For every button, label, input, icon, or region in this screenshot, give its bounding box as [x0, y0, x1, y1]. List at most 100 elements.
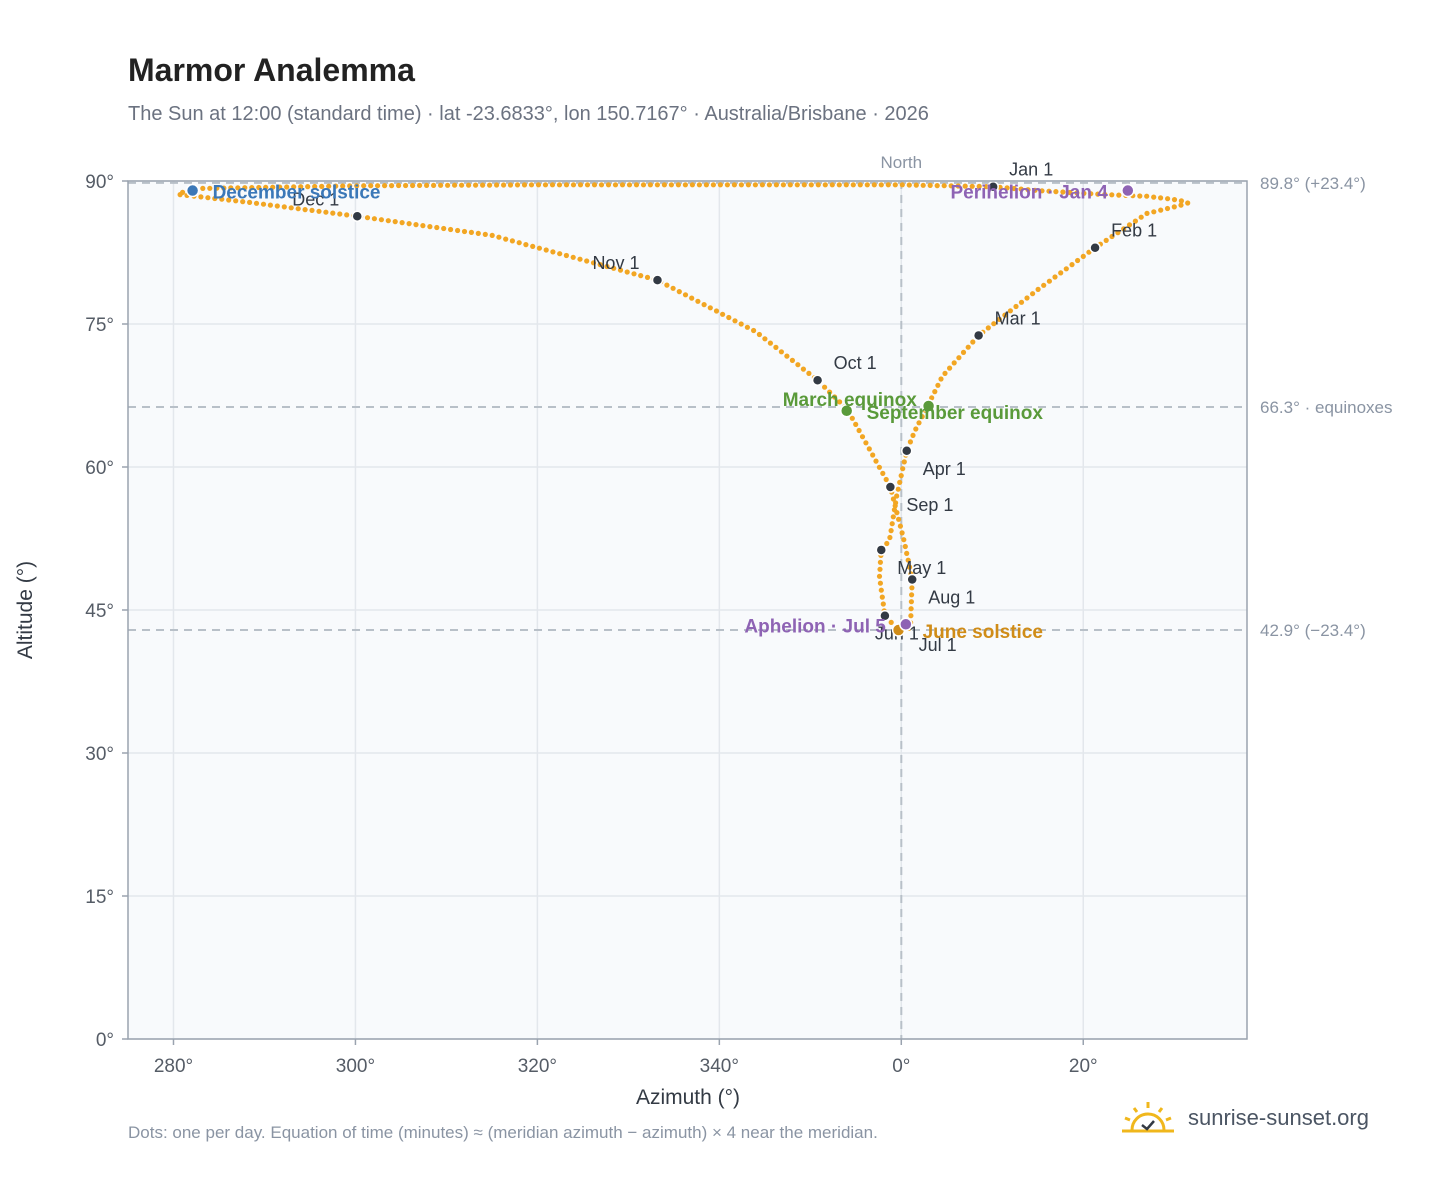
day-dot [1074, 190, 1080, 196]
x-axis-label: Azimuth (°) [636, 1086, 740, 1109]
day-dot [312, 183, 318, 190]
day-dot [619, 182, 626, 188]
day-dot [521, 182, 528, 188]
day-dot [1137, 193, 1143, 199]
day-dot [899, 530, 905, 536]
day-dot [927, 182, 933, 188]
y-tick-label: 75° [85, 315, 114, 336]
x-tick-label: 300° [336, 1056, 375, 1077]
day-dot [466, 182, 472, 188]
day-dot [413, 222, 419, 228]
day-dot [876, 464, 883, 470]
day-dot [392, 219, 398, 225]
day-dot [396, 182, 402, 189]
day-dot [530, 243, 536, 249]
x-tick-label: 20° [1069, 1056, 1098, 1077]
month-dot [1089, 241, 1101, 254]
brand-name[interactable]: sunrise-sunset.org [1188, 1105, 1369, 1130]
day-dot [1171, 197, 1178, 203]
day-dot [948, 183, 954, 189]
event-markers: December solstice June solstice March equi… [185, 183, 1135, 643]
day-dot [759, 182, 766, 188]
day-dot [752, 182, 759, 188]
day-dot [1121, 226, 1127, 232]
day-dot [909, 592, 915, 598]
day-dot [319, 183, 325, 189]
event-label: Aphelion · Jul 5 [744, 616, 886, 637]
day-dot [887, 534, 893, 541]
reference-line-label: 42.9° (−23.4°) [1260, 621, 1366, 640]
day-dot [960, 349, 967, 355]
day-dot [866, 446, 872, 452]
day-dot [675, 182, 682, 188]
day-dot [1178, 202, 1184, 208]
day-dot [503, 236, 509, 242]
day-dot [550, 249, 556, 255]
day-dot [787, 182, 793, 188]
day-dot [344, 212, 350, 218]
day-dot [528, 182, 535, 188]
day-dot [870, 452, 876, 458]
day-dot [910, 432, 916, 438]
day-dot [240, 199, 246, 205]
day-dot [827, 389, 833, 395]
day-dot [884, 540, 890, 547]
day-dot [256, 184, 262, 191]
day-dot [235, 185, 241, 191]
day-dot [1041, 282, 1047, 288]
day-dot [316, 208, 322, 214]
day-dot [794, 182, 800, 188]
day-dot [1018, 186, 1024, 192]
day-dot [1053, 189, 1059, 195]
day-dot [591, 182, 598, 188]
day-dot [260, 201, 267, 207]
day-dot [883, 476, 889, 483]
day-dot [617, 267, 624, 273]
day-dot [896, 516, 902, 522]
day-dot [892, 182, 898, 188]
day-dot [1046, 278, 1052, 284]
day-dot [284, 184, 290, 190]
day-dot [983, 184, 989, 190]
day-dot [514, 182, 521, 188]
day-dot [731, 182, 738, 188]
day-dot [745, 182, 752, 188]
day-dot [1058, 270, 1064, 276]
day-dot [661, 182, 668, 188]
day-dot [1018, 299, 1025, 305]
day-dot [901, 459, 907, 465]
event-dot [1121, 183, 1135, 198]
y-tick-label: 45° [85, 601, 114, 622]
day-dot [277, 184, 283, 190]
day-dot [584, 258, 590, 264]
day-dot [1039, 188, 1045, 194]
day-dot [670, 285, 676, 291]
brand[interactable]: sunrise-sunset.org [1120, 1100, 1369, 1136]
day-dot [1013, 303, 1019, 310]
day-dot [1095, 191, 1101, 197]
day-dot [427, 224, 433, 230]
day-dot [744, 324, 751, 330]
day-dot [902, 543, 908, 550]
day-dot [385, 218, 391, 224]
day-dot [249, 185, 255, 191]
x-tick-label: 280° [154, 1056, 193, 1077]
day-dot [570, 254, 576, 260]
day-dot [198, 194, 204, 200]
day-dot [305, 184, 311, 190]
day-dot [907, 439, 914, 445]
day-dot [459, 182, 465, 188]
day-dot [832, 394, 838, 400]
day-dot [935, 382, 941, 388]
day-dot [934, 183, 940, 189]
day-dot [354, 183, 360, 189]
day-dot [536, 245, 543, 251]
event-label: December solstice [213, 183, 381, 204]
day-dot [682, 292, 689, 298]
sunrise-logo-icon [1122, 1102, 1174, 1133]
day-dot [624, 269, 630, 275]
day-dot [738, 321, 744, 327]
day-dot [1158, 207, 1164, 213]
day-dot [901, 537, 907, 543]
day-dot [856, 427, 862, 434]
